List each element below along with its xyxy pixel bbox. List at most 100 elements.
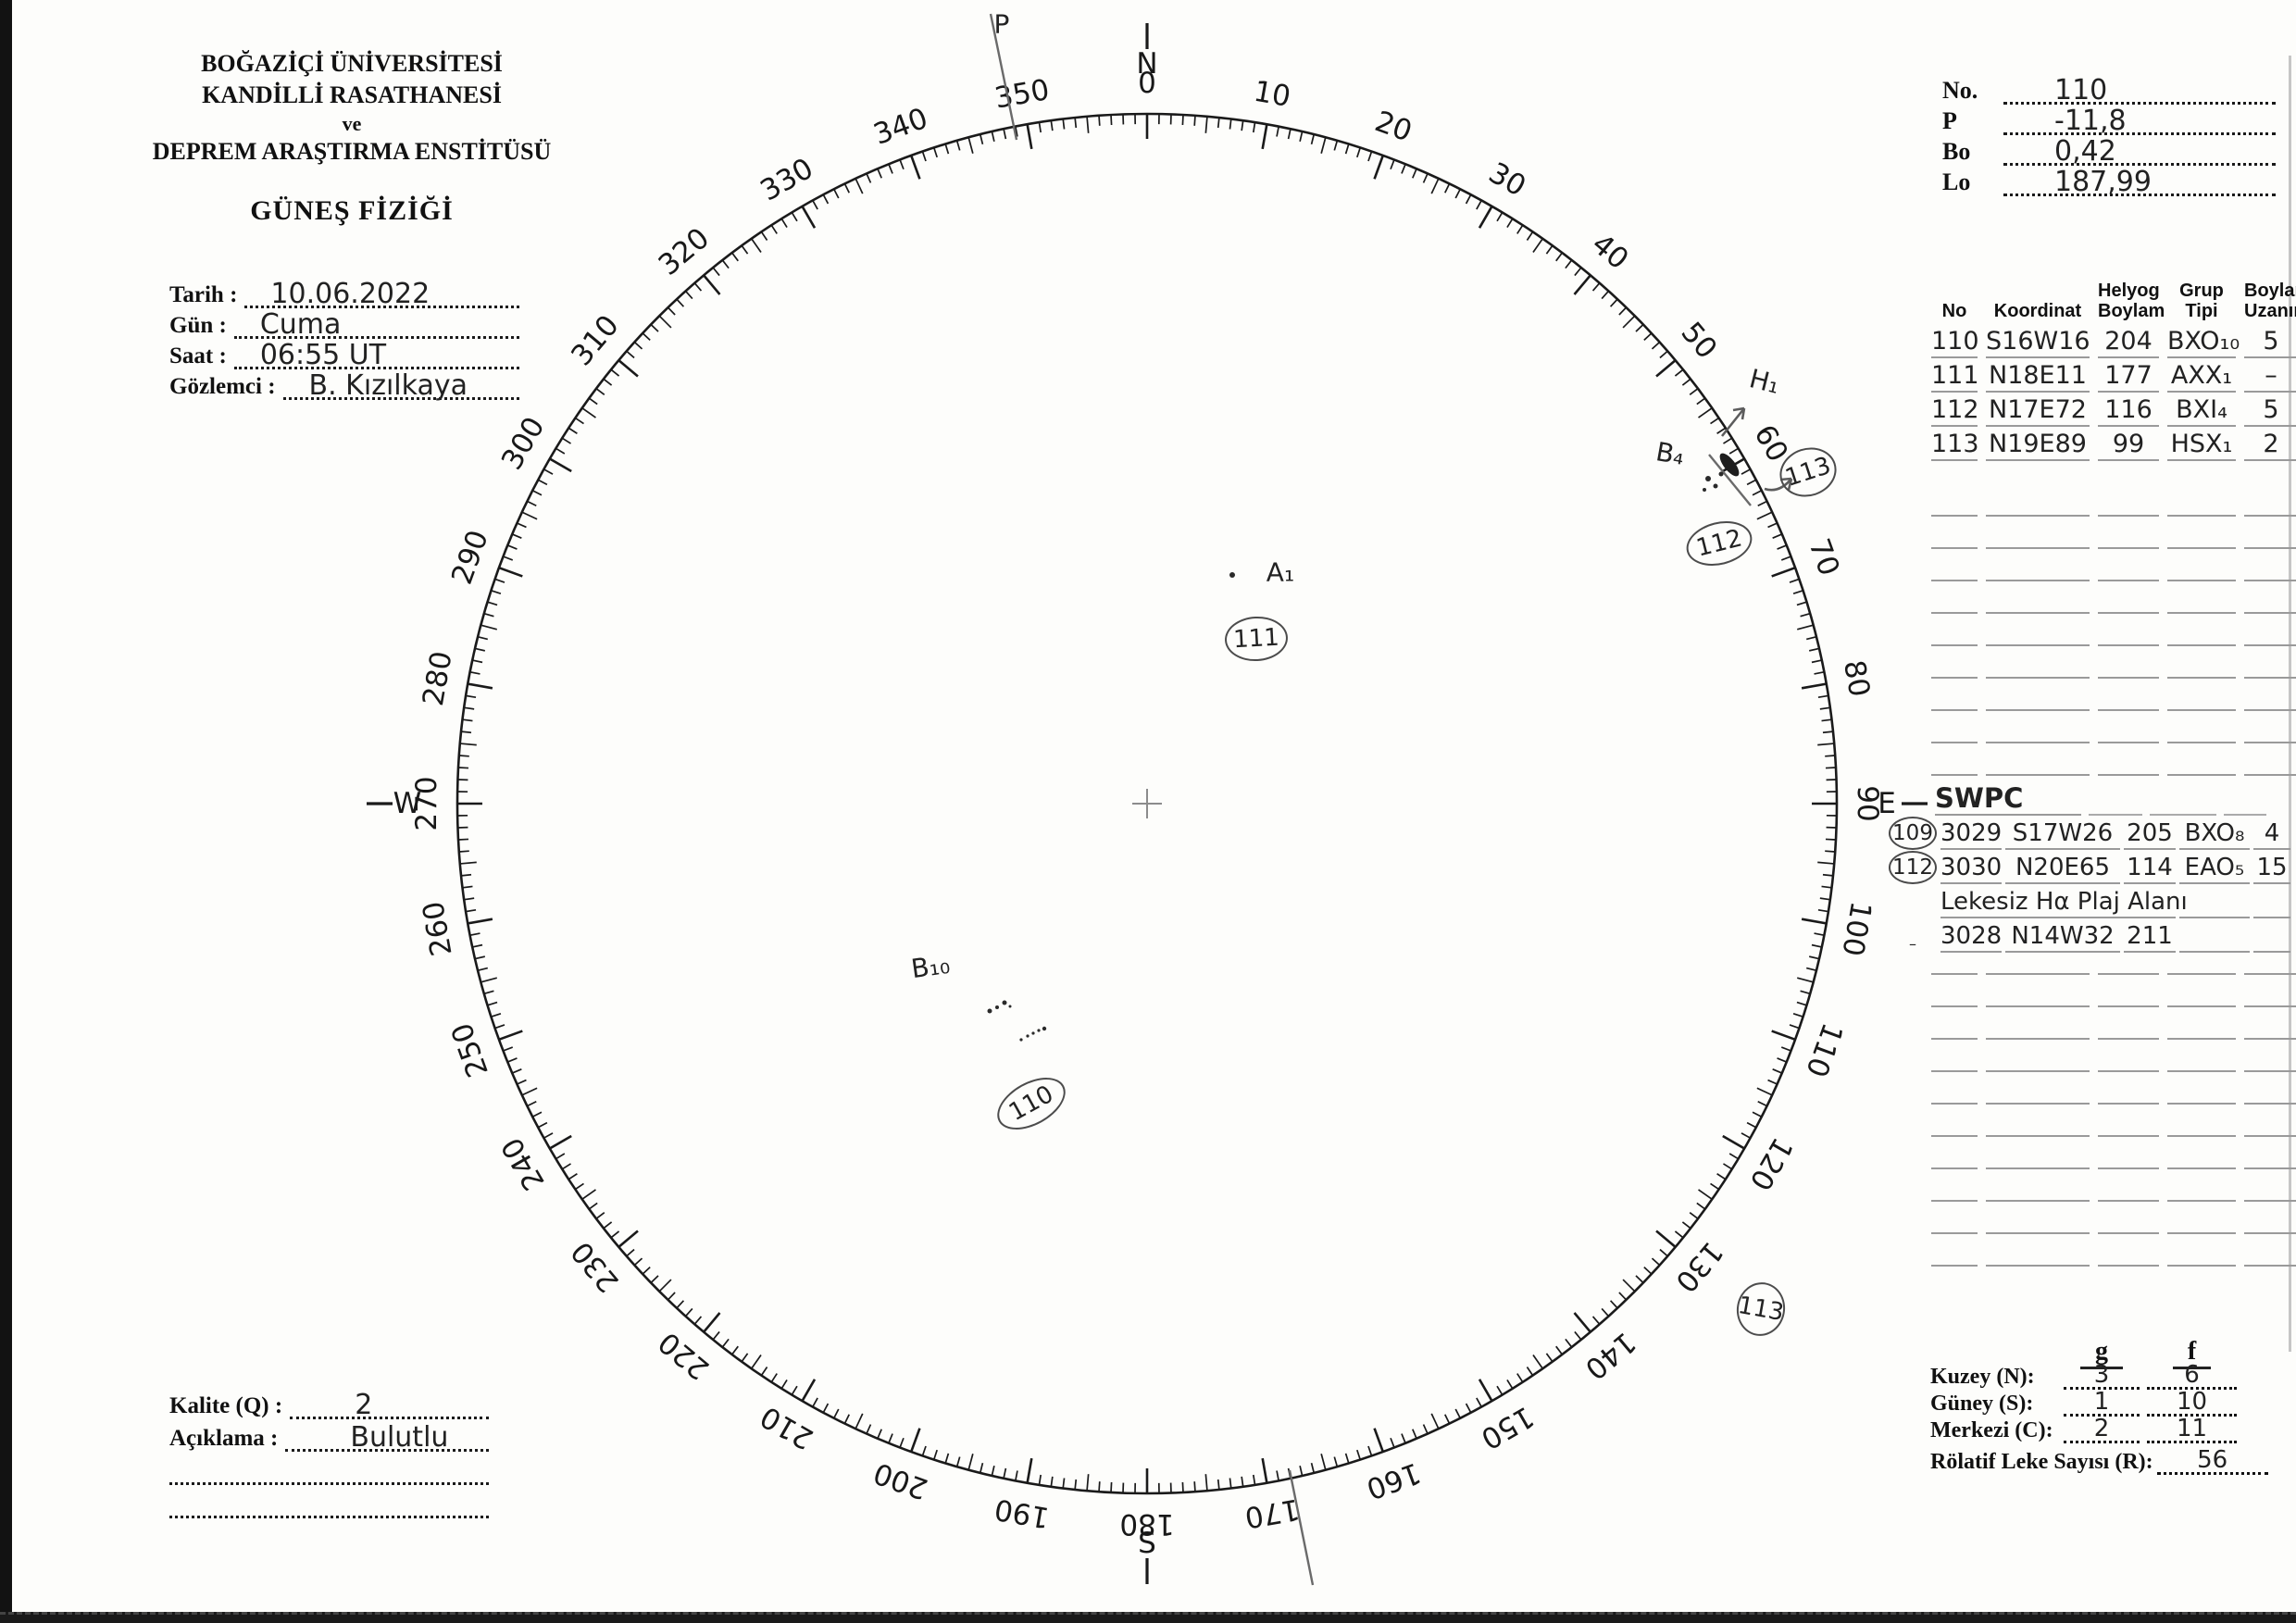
degree-tick <box>1821 718 1832 722</box>
degree-label: 200 <box>869 1455 932 1505</box>
degree-tick <box>676 298 685 307</box>
swpc-note: Lekesiz Hα Plaj Alanı <box>1940 888 2188 918</box>
saat-line: 06:55 UT <box>233 336 519 371</box>
group-table-empty-cell <box>1931 1037 1978 1040</box>
group-table-empty-cell <box>2098 1005 2159 1007</box>
degree-tick <box>1532 1355 1544 1369</box>
degree-tick <box>474 955 486 960</box>
group-table-empty-cell <box>2167 1069 2236 1072</box>
group-table-empty-cell <box>2098 1037 2159 1040</box>
degree-tick <box>667 306 676 316</box>
degree-tick <box>459 743 477 746</box>
degree-tick <box>595 1212 605 1220</box>
degree-tick <box>457 838 469 841</box>
degree-tick <box>760 231 768 241</box>
gozlemci-line: B. Kızılkaya <box>282 367 519 402</box>
group-table-empty-row <box>1931 1202 2296 1234</box>
degree-tick <box>1728 1153 1740 1160</box>
degree-tick <box>1777 544 1788 550</box>
degree-tick <box>581 1189 596 1201</box>
degree-tick <box>1478 1379 1493 1402</box>
group-table-empty-cell <box>2244 1264 2296 1267</box>
degree-tick <box>1573 274 1591 295</box>
degree-label: 350 <box>992 73 1053 116</box>
bo-label: Bo <box>1942 138 1971 165</box>
cardinal-label-E: E <box>1878 787 1896 820</box>
kalite-label: Kalite (Q) : <box>169 1393 283 1418</box>
swpc-cell-grup <box>2179 950 2250 953</box>
group-table-empty-cell <box>1986 1069 2090 1072</box>
group-table-empty-cell <box>1931 514 1978 517</box>
degree-tick <box>1723 1163 1733 1170</box>
degree-tick <box>642 1266 651 1275</box>
group-table-empty-cell <box>1931 546 1978 549</box>
swpc-header-blank-2 <box>2150 792 2216 816</box>
degree-tick <box>1622 1279 1636 1292</box>
sunspot-dot <box>1705 476 1711 481</box>
group-table-cell-helyog: 177 <box>2098 361 2159 393</box>
degree-tick <box>1086 1474 1090 1492</box>
degree-tick <box>618 359 639 378</box>
degree-tick <box>650 1275 659 1284</box>
degree-tick <box>791 211 798 222</box>
degree-tick <box>967 1454 974 1470</box>
degree-tick <box>1181 114 1184 126</box>
group-table-empty-cell <box>1931 611 1978 614</box>
field-gozlemci: Gözlemci : B. Kızılkaya <box>169 367 519 402</box>
degree-tick <box>1430 1413 1440 1429</box>
degree-tick <box>472 943 483 948</box>
degree-tick <box>603 1221 613 1230</box>
degree-tick <box>1050 1476 1054 1487</box>
degree-tick <box>1390 1437 1395 1448</box>
aciklama-value: Bulutlu <box>350 1421 449 1454</box>
degree-tick <box>877 168 882 179</box>
degree-tick <box>812 1397 818 1408</box>
degree-tick <box>498 1030 523 1042</box>
solar-parameters: No. 110 P -11,8 Bo 0,42 Lo 187,99 <box>1942 74 2276 198</box>
degree-tick <box>503 1046 514 1052</box>
cardinal-label-S: S <box>1138 1527 1156 1560</box>
degree-tick <box>1689 1212 1699 1220</box>
lo-value: 187,99 <box>2054 166 2152 198</box>
degree-tick <box>1643 1266 1653 1275</box>
degree-tick <box>1062 1478 1066 1489</box>
group-table-header-cell: Helyog Boylam <box>2098 281 2165 321</box>
group-table-header-cell: Koordinat <box>1993 300 2082 321</box>
hand-arrow-shaft <box>1720 407 1746 437</box>
degree-tick <box>791 1385 798 1396</box>
degree-tick <box>730 252 739 262</box>
degree-tick <box>633 341 643 350</box>
degree-tick <box>1635 1275 1644 1284</box>
group-table-empty-cell <box>2244 1199 2296 1202</box>
degree-tick <box>483 612 494 618</box>
degree-label: 290 <box>445 526 495 589</box>
aciklama-line: Bulutlu <box>285 1417 489 1454</box>
degree-tick <box>1344 144 1350 155</box>
degree-tick <box>472 659 483 664</box>
degree-tick <box>1074 1479 1078 1491</box>
group-table-empty-cell <box>2244 676 2296 679</box>
tarih-line: 10.06.2022 <box>244 275 519 310</box>
degree-tick <box>1696 397 1706 406</box>
degree-tick <box>464 706 475 710</box>
field-lo: Lo 187,99 <box>1942 166 2276 198</box>
degree-tick <box>855 1413 864 1429</box>
group-table-empty-row <box>1931 743 2296 776</box>
degree-tick <box>537 479 548 486</box>
group-table-empty-cell <box>2167 643 2236 646</box>
degree-tick <box>770 224 778 234</box>
group-table-empty-cell <box>1986 1231 2090 1234</box>
degree-tick <box>1817 908 1828 913</box>
degree-tick <box>595 387 605 395</box>
group-table-empty-cell <box>1931 773 1978 776</box>
degree-tick <box>1478 206 1493 229</box>
degree-tick <box>1086 116 1090 133</box>
group-table-empty-cell <box>1986 1199 2090 1202</box>
degree-label: 330 <box>755 152 818 208</box>
saat-value: 06:55 UT <box>259 339 387 371</box>
degree-tick <box>521 511 538 520</box>
group-table-empty-row <box>1931 581 2296 614</box>
swpc-header-blank-3 <box>2224 792 2266 816</box>
degree-tick <box>1601 1307 1610 1317</box>
